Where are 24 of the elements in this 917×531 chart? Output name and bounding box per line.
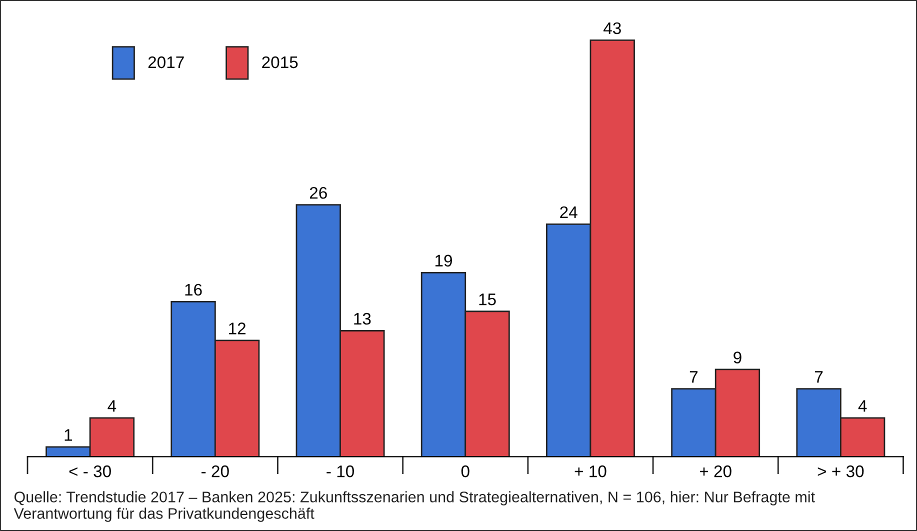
data-label: 7 — [815, 371, 823, 383]
x-tick-label: + 20 — [700, 465, 732, 478]
data-label: 26 — [310, 186, 327, 199]
x-tick-label: 0 — [461, 465, 470, 478]
legend-label: 2015 — [262, 56, 298, 68]
x-tick-label: + 10 — [574, 465, 606, 478]
x-tick-label: - 20 — [202, 465, 229, 478]
data-label: 1 — [64, 429, 72, 441]
legend-label: 2017 — [148, 56, 184, 68]
data-label: 19 — [435, 254, 452, 267]
data-label: 16 — [185, 284, 202, 296]
x-tick-label: - 10 — [326, 465, 354, 478]
data-label: 4 — [858, 400, 867, 412]
data-label: 4 — [108, 400, 116, 412]
data-label: 24 — [560, 206, 578, 218]
data-label: 7 — [690, 371, 698, 383]
data-label: 12 — [229, 322, 246, 334]
x-tick-label: < - 30 — [69, 465, 111, 478]
data-label: 9 — [734, 352, 742, 364]
data-label: 13 — [354, 312, 371, 325]
x-tick-label: > + 30 — [818, 465, 864, 478]
source-note: Quelle: Trendstudie 2017 – Banken 2025: Zukunftsszenarien und Strategiealternativen, N = 106, hier: Nur Befragte mit Verantwortung für das Privatkundengeschäft — [14, 491, 815, 522]
data-label: 43 — [603, 22, 621, 34]
data-label: 15 — [479, 294, 496, 306]
